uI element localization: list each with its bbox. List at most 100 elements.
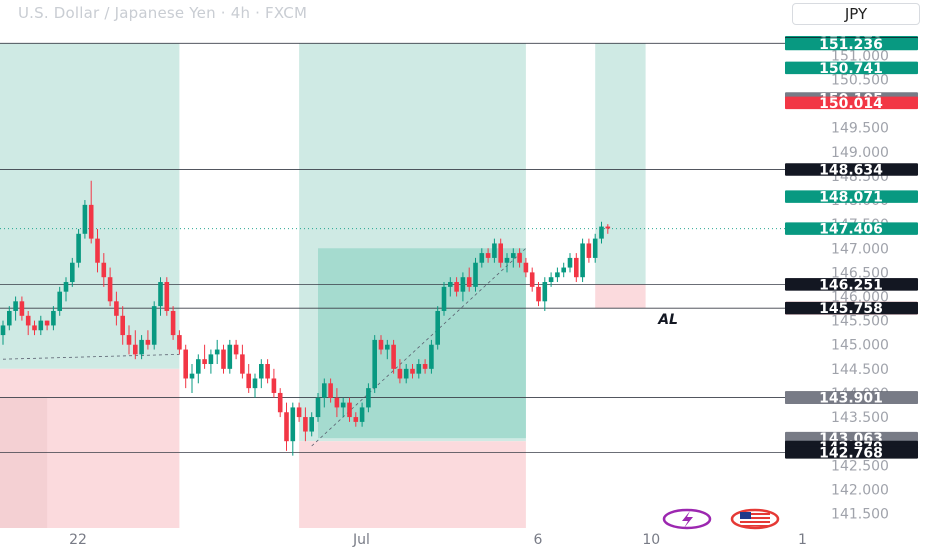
candle — [359, 402, 365, 427]
price-tag: 142.768 — [785, 445, 918, 461]
candle — [183, 344, 188, 389]
candle — [13, 296, 18, 321]
candle — [114, 291, 119, 326]
candle-body — [555, 272, 560, 278]
price-tag-bg — [785, 190, 918, 203]
candle — [277, 388, 283, 418]
price-tag-bg — [785, 96, 918, 110]
candle — [347, 397, 352, 422]
candle-body — [492, 243, 497, 258]
price-tag-value: 147.406 — [819, 222, 883, 238]
candle — [529, 267, 535, 292]
price-tag: 148.071 — [785, 190, 918, 206]
candle — [120, 306, 125, 345]
y-tick-label: 149.500 — [831, 121, 889, 137]
y-tick-label: 146.500 — [831, 265, 889, 281]
candle — [511, 248, 516, 268]
candle-body — [303, 417, 308, 432]
candle — [88, 180, 94, 244]
price-tag: 143.901 — [785, 391, 918, 407]
candle — [208, 349, 214, 374]
candle-body — [391, 344, 396, 369]
candle-body — [517, 253, 522, 263]
position-profit-zone[interactable] — [595, 43, 646, 285]
price-tag-value: 150.014 — [819, 96, 883, 112]
price-tag: 148.634 — [785, 162, 918, 178]
candle-body — [170, 310, 176, 336]
candle-body — [189, 373, 195, 379]
candle-body — [448, 282, 453, 287]
candle — [227, 339, 233, 374]
candle — [555, 267, 560, 283]
candle — [189, 364, 195, 393]
y-tick-label: 151.000 — [831, 48, 889, 64]
price-tag-bg — [785, 391, 918, 404]
candle-body — [592, 238, 598, 258]
candle-body — [0, 325, 6, 336]
candle — [202, 344, 207, 369]
price-tag-bg — [785, 163, 918, 176]
candle-body — [328, 383, 333, 398]
candle — [403, 364, 409, 384]
candle — [586, 238, 592, 263]
candle-body — [151, 306, 157, 345]
currency-selector[interactable]: JPY — [792, 3, 920, 25]
candle — [548, 272, 554, 287]
candle-body — [498, 243, 503, 263]
candle-body — [271, 378, 277, 393]
candle-body — [441, 286, 447, 311]
candle-body — [133, 344, 138, 355]
lightning-icon[interactable] — [662, 508, 712, 530]
y-tick-label: 144.500 — [831, 362, 889, 378]
candle — [233, 339, 239, 360]
candle-body — [95, 238, 100, 263]
price-tag: 146.251 — [785, 277, 918, 293]
candle-body — [164, 282, 170, 311]
position-stop-zone[interactable] — [595, 284, 646, 309]
inner-zone[interactable] — [318, 248, 526, 439]
position-stop-zone[interactable] — [299, 441, 526, 528]
candle-body — [284, 412, 289, 442]
candle-body — [13, 301, 18, 311]
candle — [19, 296, 25, 321]
candle-body — [296, 407, 302, 418]
candle — [366, 383, 371, 413]
candle-body — [586, 243, 592, 258]
candle — [296, 402, 302, 422]
candle — [95, 228, 100, 273]
candle-body — [403, 368, 409, 379]
candle — [416, 359, 422, 379]
candle — [164, 277, 170, 316]
candle-body — [114, 301, 119, 316]
candle-body — [82, 204, 88, 234]
candle-body — [51, 310, 56, 326]
candle-body — [366, 388, 371, 408]
y-tick-label: 141.500 — [831, 507, 889, 523]
candle — [410, 364, 415, 379]
candle-body — [309, 417, 314, 432]
candle — [240, 344, 245, 379]
candle — [580, 238, 585, 283]
price-tag: 145.758 — [785, 301, 918, 317]
price-tag-value: 148.634 — [819, 162, 883, 178]
annotation-label[interactable]: AL — [657, 312, 678, 328]
candle — [290, 402, 296, 456]
candle-body — [265, 364, 270, 379]
candle-body — [63, 282, 69, 292]
candle-body — [397, 368, 403, 379]
candle — [126, 325, 132, 355]
candle — [567, 253, 573, 273]
candle-body — [139, 339, 144, 355]
candle — [466, 267, 472, 292]
candle — [151, 301, 157, 350]
candle — [574, 253, 579, 283]
candle — [473, 257, 478, 292]
price-tag-value: 146.251 — [819, 277, 883, 293]
candle-body — [410, 368, 415, 374]
candle — [441, 282, 447, 316]
us-flag-icon[interactable] — [730, 508, 780, 530]
price-tag-bg — [785, 61, 918, 75]
candle — [76, 228, 81, 268]
x-tick-label: 10 — [642, 532, 660, 548]
